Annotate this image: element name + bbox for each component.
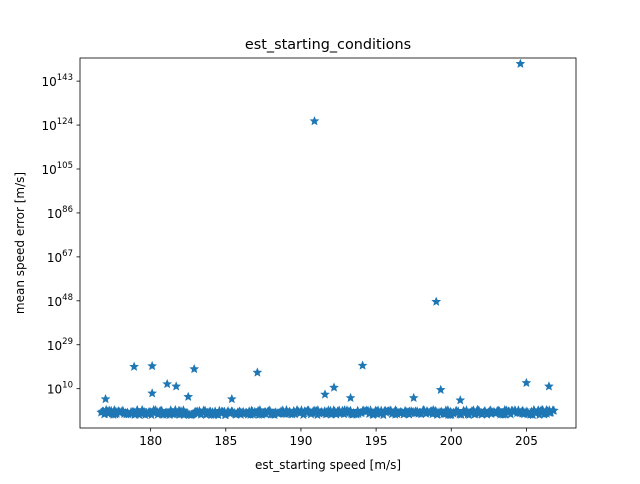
data-point [548,405,559,415]
x-tick-label: 185 [214,434,237,448]
y-tick-label: 1029 [47,337,73,353]
x-axis-label: est_starting speed [m/s] [255,458,401,472]
data-point [408,392,419,403]
data-points [96,58,559,420]
y-tick-label: 10105 [41,161,73,177]
data-point [357,360,368,370]
chart-title: est_starting_conditions [245,37,411,53]
data-point [171,381,182,391]
data-point [329,382,339,392]
data-point [435,384,446,394]
data-point [521,377,532,388]
data-point [455,395,466,405]
plot-frame [79,57,577,429]
x-tick-label: 195 [365,434,388,448]
data-point [309,116,320,126]
axis-ticks: 180 185 190 195 200 205 1010 1029 1048 1067 1086 10… [41,73,537,448]
y-tick-label: 10143 [41,73,73,89]
data-point [515,58,526,68]
data-point [129,361,139,371]
y-tick-label: 1067 [47,249,73,265]
data-point [252,367,263,377]
y-axis-label: mean speed error [m/s] [13,172,27,314]
y-tick-label: 10124 [41,117,73,133]
data-point [100,394,111,404]
data-point [189,363,200,374]
data-point [147,360,157,371]
x-tick-label: 205 [515,434,538,448]
y-tick-label: 1086 [47,205,73,221]
y-tick-label: 1048 [47,293,73,309]
x-tick-label: 200 [440,434,463,448]
data-point [345,392,356,403]
data-point [147,388,157,398]
data-point [226,394,237,404]
data-point [320,389,330,399]
data-point [183,391,194,401]
y-tick-label: 1010 [47,381,73,397]
x-tick-label: 180 [139,434,162,448]
x-tick-label: 190 [289,434,312,448]
data-point [431,296,442,306]
data-point [544,381,554,391]
data-point [162,378,173,389]
